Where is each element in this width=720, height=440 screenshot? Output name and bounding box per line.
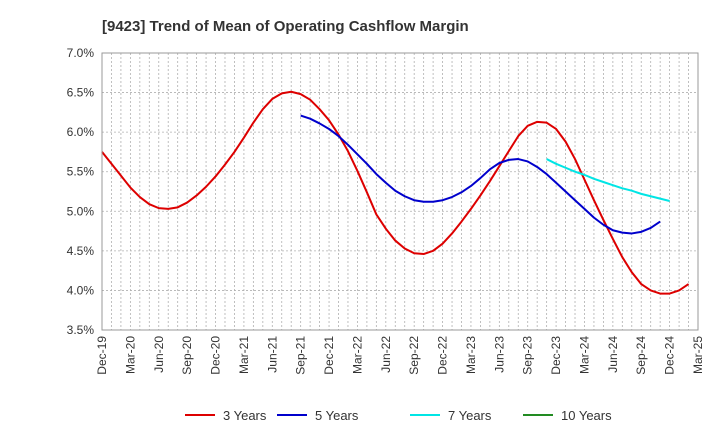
y-tick-label: 4.5% — [67, 244, 95, 258]
x-tick-label: Dec-21 — [322, 336, 336, 375]
x-tick-label: Mar-25 — [691, 336, 705, 374]
x-tick-label: Mar-24 — [577, 336, 591, 374]
x-tick-label: Jun-22 — [379, 336, 393, 373]
y-tick-label: 7.0% — [67, 46, 95, 60]
x-tick-label: Sep-22 — [407, 336, 421, 375]
x-axis-ticks: Dec-19 Mar-20 Jun-20 Sep-20 Dec-20 Mar-21 Jun-… — [95, 336, 705, 375]
y-axis-ticks: 3.5% 4.0% 4.5% 5.0% 5.5% 6.0% 6.5% 7.0% — [67, 46, 95, 337]
x-tick-label: Sep-20 — [180, 336, 194, 375]
x-tick-label: Dec-24 — [663, 336, 677, 375]
x-tick-label: Dec-23 — [549, 336, 563, 375]
y-tick-label: 3.5% — [67, 323, 95, 337]
x-tick-label: Dec-22 — [436, 336, 450, 375]
x-tick-label: Dec-20 — [209, 336, 223, 375]
x-tick-label: Sep-23 — [521, 336, 535, 375]
x-tick-label: Sep-24 — [634, 336, 648, 375]
series-line-3-years — [101, 90, 690, 295]
x-tick-label: Jun-20 — [152, 336, 166, 373]
y-tick-label: 4.0% — [67, 283, 95, 297]
x-tick-label: Jun-23 — [492, 336, 506, 373]
series-line-5-years — [300, 114, 661, 235]
x-tick-label: Mar-23 — [464, 336, 478, 374]
x-tick-label: Mar-22 — [350, 336, 364, 374]
series-lines — [101, 90, 690, 295]
grid — [102, 53, 698, 330]
chart-title: [9423] Trend of Mean of Operating Cashfl… — [102, 18, 469, 35]
y-tick-label: 6.5% — [67, 86, 95, 100]
y-tick-label: 5.5% — [67, 165, 95, 179]
legend-label-3-years: 3 Years — [223, 408, 267, 423]
x-tick-label: Mar-20 — [123, 336, 137, 374]
series-line-7-years — [546, 158, 670, 202]
legend-label-7-years: 7 Years — [448, 408, 492, 423]
x-tick-label: Jun-24 — [606, 336, 620, 373]
x-tick-label: Jun-21 — [265, 336, 279, 373]
x-tick-label: Mar-21 — [237, 336, 251, 374]
y-tick-label: 5.0% — [67, 204, 95, 218]
plot-frame — [101, 52, 699, 331]
legend: 3 Years 5 Years 7 Years 10 Years — [185, 408, 612, 423]
y-tick-label: 6.0% — [67, 125, 95, 139]
legend-label-5-years: 5 Years — [315, 408, 359, 423]
legend-label-10-years: 10 Years — [561, 408, 612, 423]
x-tick-label: Dec-19 — [95, 336, 109, 375]
x-tick-label: Sep-21 — [294, 336, 308, 375]
